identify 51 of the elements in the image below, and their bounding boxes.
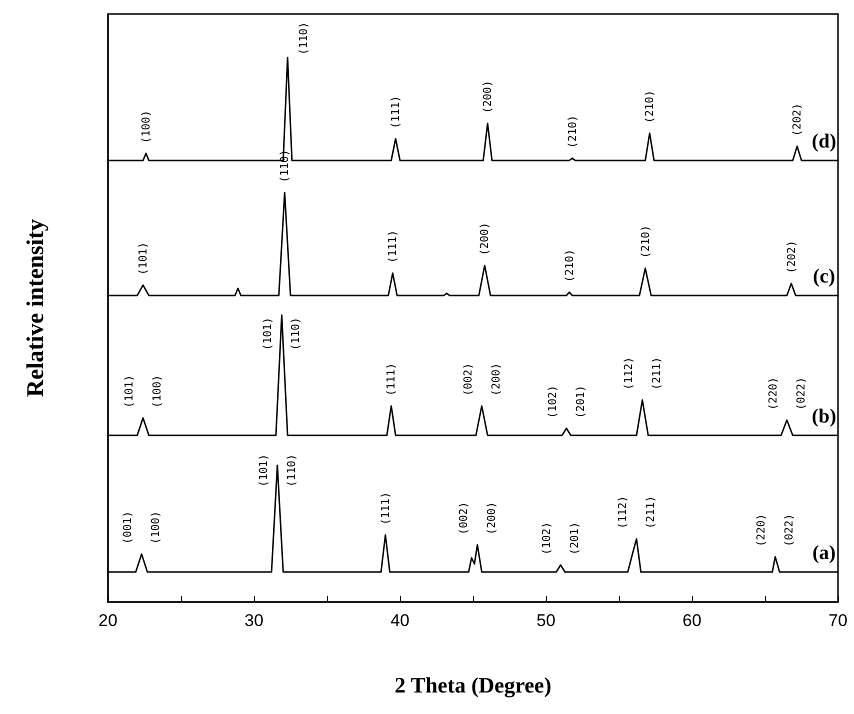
annotation: (211) (650, 356, 663, 390)
annotation: (210) (643, 90, 656, 124)
y-axis-title: Relative intensity (23, 219, 49, 397)
annotation: (200) (478, 222, 492, 256)
annotation: (100) (150, 374, 164, 408)
annotation: (201) (574, 385, 587, 418)
annotation: (202) (790, 103, 804, 136)
annotation: (111) (378, 492, 392, 526)
annotation: (110) (297, 22, 310, 55)
annotation: (200) (489, 362, 502, 396)
series-label: (d) (812, 130, 836, 152)
annotation: (210) (562, 249, 576, 282)
x-tick-label: 30 (244, 611, 264, 630)
annotation: (110) (284, 454, 298, 488)
x-tick-label: 40 (390, 611, 410, 630)
annotation: (101) (256, 454, 270, 488)
annotation: (001) (121, 510, 134, 544)
annotation: (102) (540, 522, 554, 555)
annotation: (220) (766, 377, 780, 410)
annotation: (022) (782, 514, 796, 547)
annotation: (002) (461, 362, 474, 396)
annotation: (201) (568, 522, 582, 555)
x-tick-label: 50 (536, 611, 556, 630)
annotation: (111) (386, 230, 400, 264)
annotation: (200) (484, 502, 498, 535)
annotation: (202) (784, 240, 798, 274)
annotation: (101) (136, 242, 150, 276)
annotation: (112) (622, 356, 635, 390)
annotation: (002) (456, 502, 470, 535)
annotation: (211) (644, 496, 658, 529)
annotation: (210) (638, 225, 652, 258)
annotation: (220) (754, 514, 768, 547)
annotation: (112) (616, 496, 630, 529)
series-label: (a) (812, 542, 836, 564)
annotation: (111) (389, 96, 402, 129)
annotation: (100) (149, 510, 162, 544)
x-axis-title: 2 Theta (Degree) (394, 672, 552, 698)
series-label: (b) (812, 405, 836, 428)
annotation: (101) (261, 317, 274, 350)
annotation: (200) (481, 80, 494, 114)
annotation: (101) (122, 374, 136, 408)
annotation: (111) (384, 362, 398, 396)
annotation: (110) (289, 317, 302, 350)
annotation: (100) (139, 110, 152, 144)
x-tick-label: 70 (828, 611, 848, 630)
series-label: (c) (812, 265, 836, 288)
x-tick-label: 60 (682, 611, 702, 630)
annotation: (102) (546, 385, 559, 418)
annotation: (210) (566, 115, 579, 148)
x-tick-label: 20 (98, 611, 118, 630)
annotation: (022) (794, 377, 808, 410)
